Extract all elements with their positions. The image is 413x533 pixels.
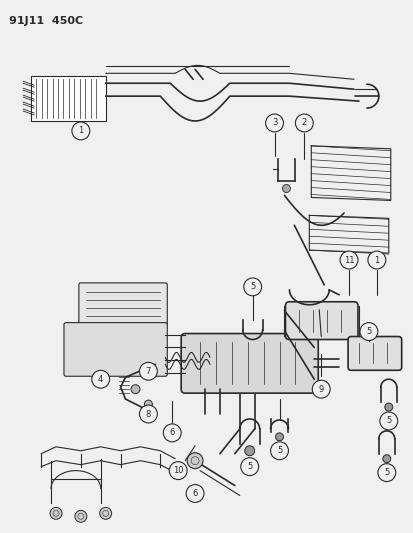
Text: 1: 1: [78, 126, 83, 135]
Circle shape: [282, 184, 290, 192]
Text: 10: 10: [173, 466, 183, 475]
Circle shape: [92, 370, 109, 388]
Circle shape: [75, 511, 87, 522]
Circle shape: [144, 400, 152, 408]
Circle shape: [169, 462, 187, 480]
Text: 5: 5: [276, 446, 281, 455]
Circle shape: [270, 442, 288, 459]
FancyBboxPatch shape: [181, 334, 318, 393]
Circle shape: [186, 484, 204, 503]
Circle shape: [367, 251, 385, 269]
Text: 5: 5: [383, 468, 389, 477]
Circle shape: [50, 507, 62, 519]
Text: 5: 5: [385, 416, 390, 425]
Circle shape: [139, 362, 157, 380]
Circle shape: [265, 114, 283, 132]
Circle shape: [131, 385, 140, 394]
Circle shape: [295, 114, 313, 132]
Circle shape: [359, 322, 377, 341]
Text: 5: 5: [249, 282, 255, 292]
Circle shape: [339, 251, 357, 269]
Text: 5: 5: [366, 327, 370, 336]
Text: 4: 4: [98, 375, 103, 384]
Text: 9: 9: [318, 385, 323, 394]
Circle shape: [100, 507, 112, 519]
Circle shape: [377, 464, 395, 481]
FancyBboxPatch shape: [347, 336, 401, 370]
Circle shape: [187, 453, 202, 469]
Text: 6: 6: [192, 489, 197, 498]
Circle shape: [382, 455, 390, 463]
Circle shape: [163, 424, 181, 442]
Text: 91J11  450C: 91J11 450C: [9, 15, 83, 26]
Text: 1: 1: [373, 255, 379, 264]
Circle shape: [72, 122, 90, 140]
FancyBboxPatch shape: [78, 283, 167, 327]
Text: 3: 3: [271, 118, 277, 127]
Text: 2: 2: [301, 118, 306, 127]
Circle shape: [243, 278, 261, 296]
Text: 7: 7: [145, 367, 151, 376]
Bar: [31, 76, 105, 121]
Circle shape: [379, 412, 397, 430]
Text: 11: 11: [343, 255, 354, 264]
Text: 8: 8: [145, 409, 151, 418]
Circle shape: [311, 380, 330, 398]
Circle shape: [139, 405, 157, 423]
Circle shape: [384, 403, 392, 411]
Text: 5: 5: [247, 462, 252, 471]
Text: 6: 6: [169, 429, 175, 438]
Circle shape: [244, 446, 254, 456]
Circle shape: [240, 458, 258, 475]
Circle shape: [275, 433, 283, 441]
FancyBboxPatch shape: [64, 322, 167, 376]
FancyBboxPatch shape: [285, 302, 357, 340]
